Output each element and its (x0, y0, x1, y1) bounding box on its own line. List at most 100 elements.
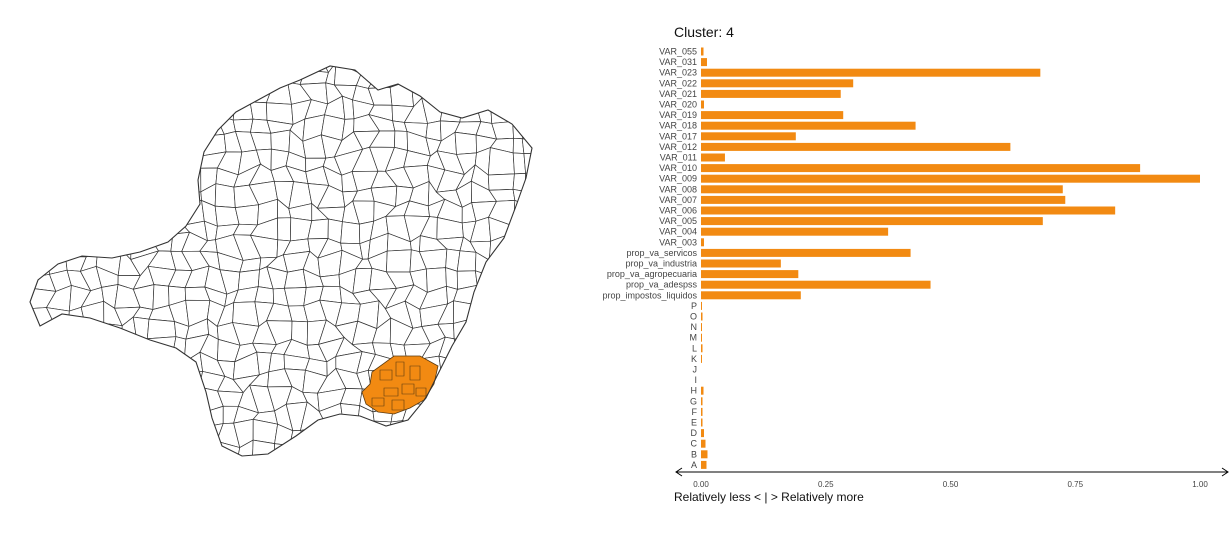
municipality (31, 148, 49, 177)
y-tick-label: A (691, 460, 697, 470)
municipality (538, 20, 562, 39)
municipality (97, 203, 126, 222)
y-tick-label: VAR_010 (659, 163, 697, 173)
municipality (276, 495, 290, 511)
municipality (12, 29, 33, 51)
municipality (521, 356, 532, 376)
municipality (67, 164, 91, 191)
municipality (35, 506, 47, 530)
municipality (456, 66, 482, 88)
municipality (268, 525, 292, 530)
municipality (254, 506, 277, 524)
municipality (457, 11, 482, 34)
municipality (271, 29, 295, 56)
y-tick-label: VAR_006 (659, 206, 697, 216)
y-tick-label: prop_va_agropecuaria (607, 269, 697, 279)
municipality (471, 317, 494, 340)
municipality (84, 322, 105, 341)
municipality (220, 66, 235, 89)
municipality (30, 251, 33, 278)
municipality (490, 460, 511, 474)
municipality (283, 66, 306, 71)
municipality (165, 21, 191, 39)
municipality (358, 473, 375, 497)
municipality (96, 421, 121, 443)
municipality (29, 490, 48, 516)
municipality (48, 334, 71, 354)
municipality (216, 472, 238, 494)
municipality (224, 39, 239, 53)
municipality (443, 81, 464, 101)
municipality (101, 522, 120, 530)
cluster-municipal-boundaries (371, 361, 427, 411)
y-tick-label: K (691, 354, 697, 364)
municipality (522, 301, 532, 325)
municipality (338, 494, 359, 513)
municipality (455, 496, 476, 514)
municipality (30, 351, 50, 378)
municipality (542, 253, 561, 274)
municipality (544, 150, 558, 169)
municipality (100, 371, 118, 392)
municipality (0, 151, 21, 175)
municipality (150, 436, 176, 456)
municipality (120, 340, 141, 359)
municipality (528, 204, 532, 220)
municipality (185, 135, 206, 157)
municipality (30, 273, 33, 289)
municipality (306, 513, 325, 530)
municipality (510, 233, 531, 255)
municipality (118, 66, 140, 83)
municipality (305, 471, 328, 494)
municipality (453, 471, 478, 498)
bar (701, 142, 1011, 151)
municipality (146, 166, 174, 189)
municipality (117, 461, 140, 476)
bar (701, 429, 704, 438)
municipality (356, 435, 377, 456)
municipality (505, 511, 532, 523)
municipality (405, 15, 427, 30)
municipality (45, 11, 67, 35)
municipality (392, 505, 406, 525)
municipality (44, 453, 69, 456)
municipality (458, 521, 470, 530)
municipality (16, 506, 37, 530)
municipality (100, 114, 118, 141)
municipality (0, 122, 21, 133)
municipality (493, 66, 506, 72)
municipality (83, 493, 104, 516)
municipality (492, 303, 511, 326)
municipality (420, 15, 439, 35)
municipality (166, 66, 189, 90)
municipality (116, 351, 141, 374)
municipality (471, 0, 496, 12)
municipality (30, 119, 56, 141)
y-tick-label: prop_va_servicos (626, 248, 697, 258)
municipality (135, 34, 158, 54)
municipality (234, 84, 251, 103)
municipality (474, 270, 498, 286)
x-tick-label: 0.50 (943, 480, 959, 489)
municipality (87, 148, 105, 173)
municipality (0, 437, 16, 464)
municipality (525, 339, 532, 360)
municipality (134, 402, 159, 429)
municipality (30, 66, 50, 90)
municipality (403, 489, 431, 510)
municipality (318, 526, 340, 530)
bar (701, 248, 911, 257)
municipality (117, 421, 141, 449)
state-outline (29, 65, 533, 457)
municipality (65, 234, 91, 258)
municipality (239, 13, 257, 40)
municipality (456, 83, 482, 101)
municipality (47, 84, 70, 106)
municipality (438, 13, 462, 35)
municipality (539, 508, 563, 525)
municipality (289, 494, 307, 512)
municipality (389, 66, 412, 88)
municipality (112, 387, 135, 411)
municipality (503, 66, 524, 89)
municipality (13, 285, 30, 310)
